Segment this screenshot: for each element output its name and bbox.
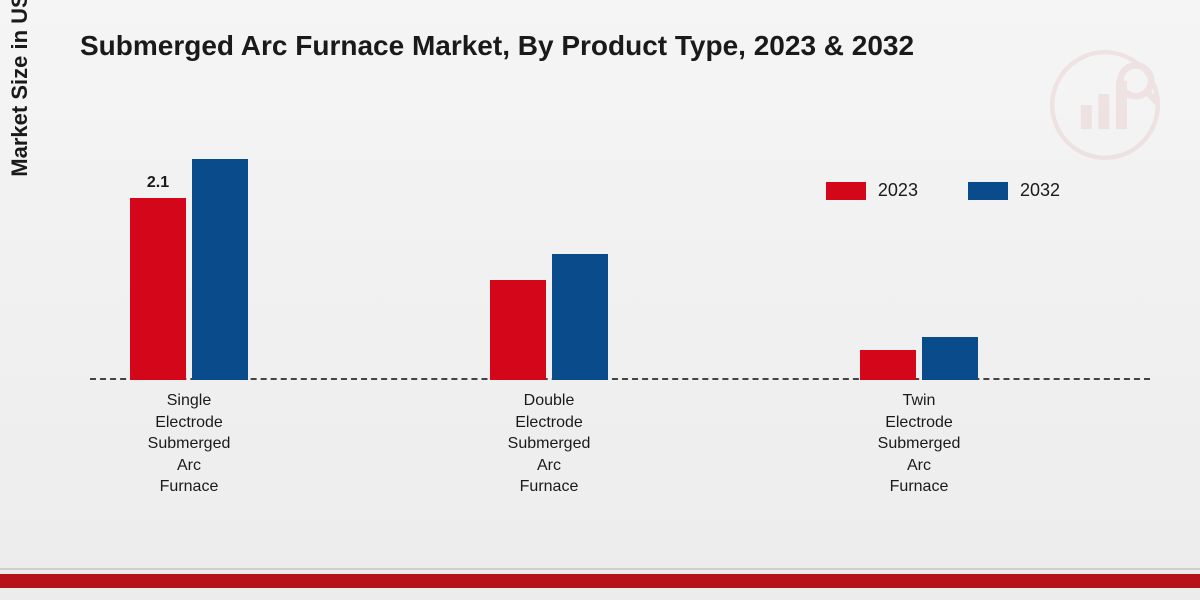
legend-label: 2023: [878, 180, 918, 201]
legend-swatch: [826, 182, 866, 200]
bar-2032: [552, 254, 608, 380]
legend-item: 2032: [968, 180, 1060, 201]
bar-group: 2.1: [130, 159, 248, 380]
bar-group: [490, 254, 608, 380]
bar-2032: [922, 337, 978, 380]
category-label: TwinElectrodeSubmergedArcFurnace: [849, 390, 989, 498]
bar-2023: 2.1: [130, 198, 186, 380]
footer-divider: [0, 568, 1200, 570]
chart-title: Submerged Arc Furnace Market, By Product…: [80, 30, 914, 62]
x-axis-baseline: [90, 378, 1150, 380]
legend: 2023 2032: [826, 180, 1060, 201]
bar-2023: [860, 350, 916, 380]
category-labels-container: SingleElectrodeSubmergedArcFurnace Double…: [90, 390, 1150, 510]
bar-group: [860, 337, 978, 380]
legend-swatch: [968, 182, 1008, 200]
bar-2023: [490, 280, 546, 380]
bar-value-label: 2.1: [147, 174, 169, 192]
chart-plot-area: 2.1: [90, 120, 1150, 380]
footer-accent-bar: [0, 574, 1200, 588]
y-axis-label: Market Size in USD Billion: [7, 0, 33, 177]
category-label: SingleElectrodeSubmergedArcFurnace: [119, 390, 259, 498]
legend-item: 2023: [826, 180, 918, 201]
category-label: DoubleElectrodeSubmergedArcFurnace: [479, 390, 619, 498]
bar-2032: [192, 159, 248, 380]
legend-label: 2032: [1020, 180, 1060, 201]
